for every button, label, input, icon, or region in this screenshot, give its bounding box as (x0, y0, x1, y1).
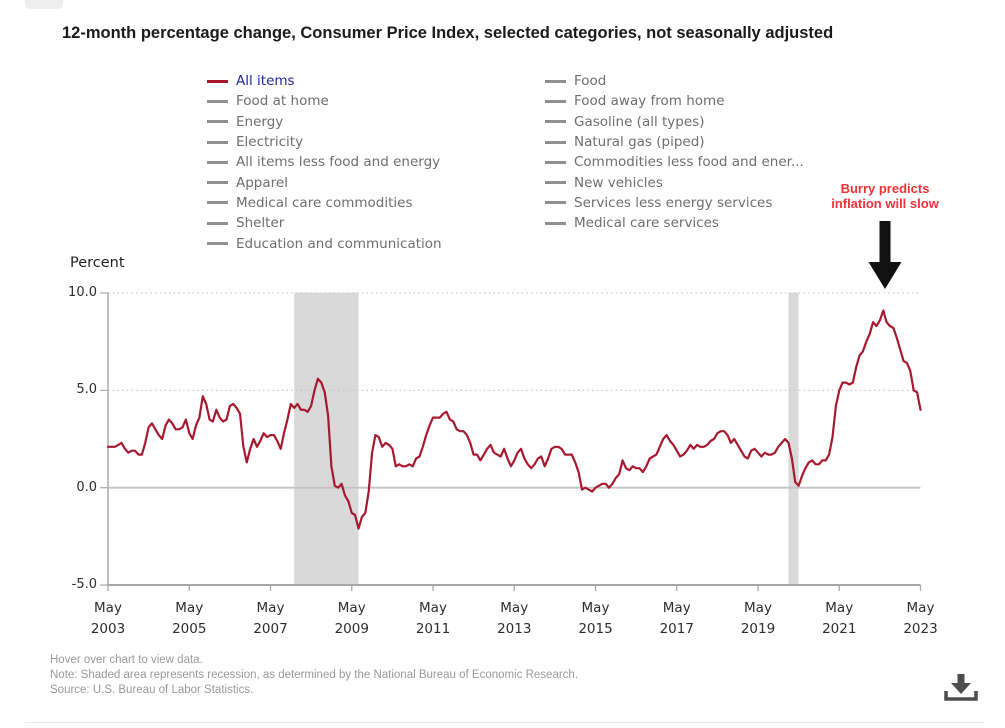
y-tick-label: 10.0 (68, 285, 97, 300)
y-tick-label: 0.0 (76, 479, 97, 495)
legend-series-dash-icon (545, 160, 566, 164)
legend-series-dash-icon (545, 181, 566, 185)
x-tick-label: May 2017 (659, 600, 694, 637)
legend-item-medical-care-services[interactable]: Medical care services (545, 213, 804, 233)
legend-item-natural-gas-piped[interactable]: Natural gas (piped) (545, 132, 804, 152)
legend-item-food-away-from-home[interactable]: Food away from home (545, 91, 804, 111)
bottom-divider (25, 722, 985, 723)
x-tick-label: May 2011 (415, 600, 451, 637)
legend-item-medical-care-commodities[interactable]: Medical care commodities (207, 193, 442, 213)
legend-series-dash-icon (545, 140, 566, 144)
legend-item-label: Commodities less food and ener... (574, 154, 804, 171)
legend-item-new-vehicles[interactable]: New vehicles (545, 172, 804, 192)
legend-item-energy[interactable]: Energy (207, 112, 442, 132)
legend-item-label: Energy (236, 113, 284, 130)
legend-item-label: Electricity (236, 134, 304, 151)
legend-item-education-and-communication[interactable]: Education and communication (207, 233, 442, 253)
y-tick-label: -5.0 (71, 577, 97, 593)
legend-series-dash-icon (207, 120, 228, 124)
x-tick-label: May 2003 (90, 600, 126, 637)
legend-item-label: Shelter (236, 215, 285, 232)
x-tick-label: May 2009 (334, 600, 369, 637)
download-icon[interactable] (941, 669, 981, 707)
legend-series-dash-icon (207, 201, 228, 205)
legend-series-dash-icon (545, 221, 566, 225)
legend-item-label: Apparel (236, 174, 288, 191)
legend-item-label: Food (574, 73, 607, 90)
x-tick-label: May 2013 (497, 600, 532, 637)
legend-series-dash-icon (545, 201, 566, 205)
x-tick-label: May 2007 (253, 600, 288, 637)
legend-item-label: Medical care commodities (236, 194, 413, 211)
legend-series-dash-icon (207, 242, 228, 246)
legend-item-label: All items less food and energy (236, 154, 441, 171)
legend-item-all-items-less-food-and-energy[interactable]: All items less food and energy (207, 152, 442, 172)
x-tick-label: May 2019 (740, 600, 776, 637)
annotation-line1: Burry predicts (840, 181, 930, 196)
cropped-browser-element (25, 0, 63, 9)
legend-series-dash-icon (545, 79, 566, 83)
legend-item-shelter[interactable]: Shelter (207, 213, 442, 233)
legend-series-dash-icon (207, 221, 228, 225)
x-tick-label: May 2021 (822, 600, 857, 637)
legend-item-electricity[interactable]: Electricity (207, 132, 442, 152)
legend-item-label: All items (236, 73, 295, 90)
chart-title: 12-month percentage change, Consumer Pri… (62, 24, 834, 42)
x-tick-label: May 2023 (903, 600, 938, 637)
annotation-arrow-icon (868, 221, 902, 289)
legend-column-2: Food Food away from home Gasoline (all typ… (545, 71, 804, 233)
source-note: Source: U.S. Bureau of Labor Statistics. (50, 684, 254, 696)
legend-series-dash-icon (207, 181, 228, 185)
legend-item-apparel[interactable]: Apparel (207, 172, 442, 192)
legend-item-label: Medical care services (574, 215, 719, 232)
annotation-line2: inflation will slow (831, 196, 939, 211)
burry-annotation: Burry predicts inflation will slow (800, 181, 970, 211)
legend-series-dash-icon (545, 99, 566, 103)
legend-item-label: Natural gas (piped) (574, 134, 705, 151)
legend-item-label: Food away from home (574, 93, 725, 110)
legend-item-label: Education and communication (236, 235, 442, 252)
legend-column-1: All items Food at home Energy Electricity Al… (207, 71, 442, 254)
y-tick-label: 5.0 (76, 382, 97, 398)
chart-footnotes: Hover over chart to view data. Note: Sha… (50, 653, 578, 698)
legend-item-commodities-less-food-and-ener[interactable]: Commodities less food and ener... (545, 152, 804, 172)
legend-series-dash-icon (207, 99, 228, 103)
x-tick-label: May 2005 (172, 600, 207, 637)
legend-item-gasoline-all-types[interactable]: Gasoline (all types) (545, 112, 804, 132)
legend-item-food[interactable]: Food (545, 71, 804, 91)
hover-hint: Hover over chart to view data. (50, 654, 203, 666)
legend-series-dash-icon (207, 140, 228, 144)
legend-series-dash-icon (207, 79, 228, 83)
legend-series-dash-icon (545, 120, 566, 124)
legend-item-label: Gasoline (all types) (574, 113, 705, 130)
legend-item-food-at-home[interactable]: Food at home (207, 91, 442, 111)
legend-series-dash-icon (207, 160, 228, 164)
y-axis-title: Percent (70, 255, 125, 271)
recession-note: Note: Shaded area represents recession, … (50, 669, 579, 681)
legend-item-all-items[interactable]: All items (207, 71, 442, 91)
legend-item-services-less-energy-services[interactable]: Services less energy services (545, 193, 804, 213)
x-tick-label: May 2015 (578, 600, 613, 637)
legend-item-label: Services less energy services (574, 194, 773, 211)
legend-item-label: Food at home (236, 93, 329, 110)
legend-item-label: New vehicles (574, 174, 663, 191)
